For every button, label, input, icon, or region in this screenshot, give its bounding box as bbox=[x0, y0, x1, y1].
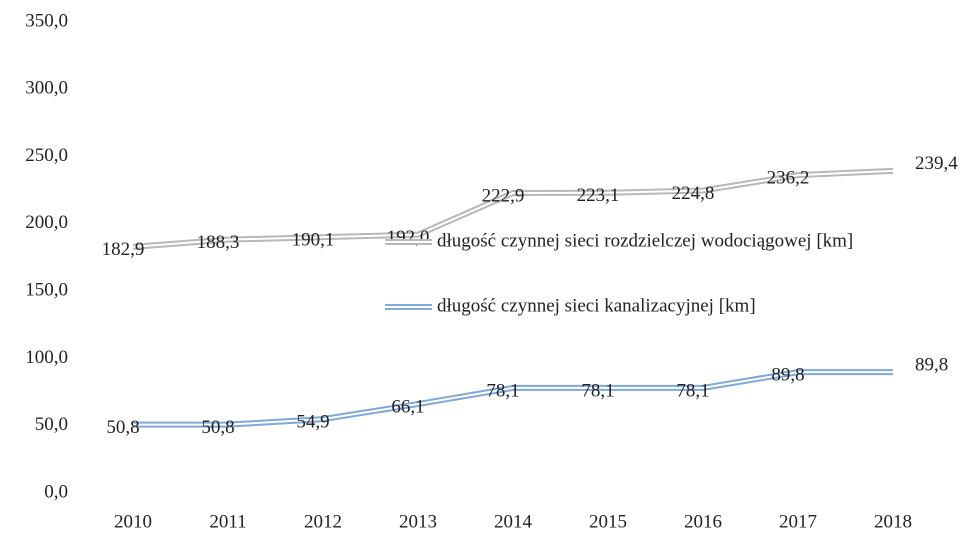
series-line-inner bbox=[133, 371, 893, 426]
data-label: 50,8 bbox=[201, 417, 234, 438]
data-label: 190,1 bbox=[292, 230, 335, 251]
data-label: 78,1 bbox=[486, 380, 519, 401]
data-label: 54,9 bbox=[296, 411, 329, 432]
legend-label: długość czynnej sieci rozdzielczej wodoc… bbox=[437, 230, 853, 251]
x-tick-label: 2015 bbox=[589, 511, 627, 532]
y-tick-label: 200,0 bbox=[25, 212, 68, 233]
y-tick-label: 300,0 bbox=[25, 78, 68, 99]
x-tick-label: 2017 bbox=[779, 511, 817, 532]
data-label: 188,3 bbox=[197, 232, 240, 253]
y-tick-label: 100,0 bbox=[25, 347, 68, 368]
y-tick-label: 150,0 bbox=[25, 280, 68, 301]
x-tick-label: 2010 bbox=[114, 511, 152, 532]
data-label: 223,1 bbox=[577, 185, 620, 206]
data-label: 236,2 bbox=[767, 168, 810, 189]
data-label: 182,9 bbox=[102, 239, 145, 260]
data-label: 222,9 bbox=[482, 185, 525, 206]
data-label: 50,8 bbox=[106, 417, 139, 438]
data-label: 239,4 bbox=[915, 153, 958, 174]
data-label: 224,8 bbox=[672, 183, 715, 204]
y-tick-label: 0,0 bbox=[44, 481, 68, 502]
y-tick-label: 50,0 bbox=[35, 414, 68, 435]
x-tick-label: 2014 bbox=[494, 511, 533, 532]
y-tick-label: 250,0 bbox=[25, 145, 68, 166]
data-label: 66,1 bbox=[391, 396, 424, 417]
series-line-inner bbox=[132, 169, 894, 248]
x-tick-label: 2011 bbox=[209, 511, 246, 532]
data-label: 89,8 bbox=[915, 355, 948, 376]
x-tick-label: 2018 bbox=[874, 511, 912, 532]
x-tick-label: 2016 bbox=[684, 511, 722, 532]
y-tick-label: 350,0 bbox=[25, 10, 68, 31]
data-label: 78,1 bbox=[676, 380, 709, 401]
data-label: 89,8 bbox=[771, 365, 804, 386]
x-tick-label: 2013 bbox=[399, 511, 437, 532]
data-label: 78,1 bbox=[581, 380, 614, 401]
legend-label: długość czynnej sieci kanalizacyjnej [km… bbox=[437, 295, 756, 316]
x-tick-label: 2012 bbox=[304, 511, 342, 532]
